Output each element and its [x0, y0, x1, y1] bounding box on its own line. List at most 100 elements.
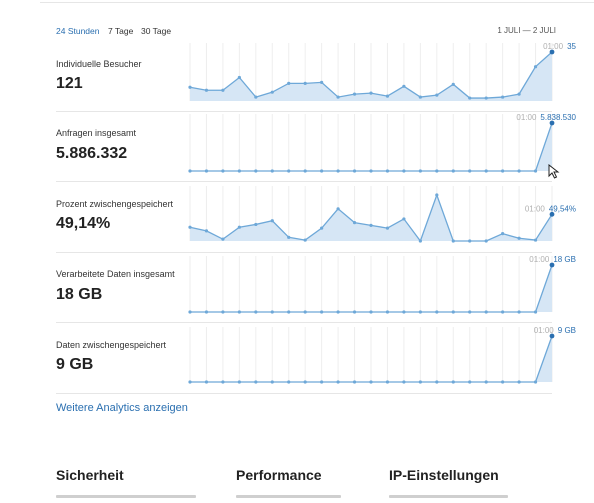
- sparkline-point: [303, 238, 307, 242]
- sparkline-point: [484, 380, 488, 384]
- row-divider: [56, 252, 552, 253]
- sparkline-point: [336, 169, 340, 173]
- more-analytics-link[interactable]: Weitere Analytics anzeigen: [56, 402, 188, 414]
- sparkline-time-label: 01:00: [534, 326, 555, 335]
- sparkline-point: [303, 310, 307, 314]
- sparkline-point: [533, 169, 538, 173]
- sparkline-point: [254, 380, 258, 384]
- sparkline-last-value-label: 5.838.530: [540, 113, 576, 122]
- sparkline-point: [385, 94, 390, 98]
- row-divider: [56, 111, 552, 112]
- sparkline-cached-percent[interactable]: 49,54%01:00: [188, 186, 576, 243]
- sparkline-point: [320, 310, 324, 314]
- sparkline-point: [237, 310, 241, 314]
- sparkline-point: [501, 95, 505, 99]
- sparkline-point: [533, 380, 538, 384]
- sparkline-point: [517, 310, 521, 314]
- sparkline-last-value-label: 35: [567, 42, 576, 51]
- section-heading-performance: Performance: [236, 467, 322, 483]
- sparkline-point: [435, 93, 439, 97]
- sparkline-point: [517, 380, 521, 384]
- sparkline-point: [352, 92, 357, 96]
- tab-24-stunden[interactable]: 24 Stunden: [56, 26, 100, 36]
- sparkline-point: [336, 380, 340, 384]
- sparkline-point: [237, 225, 241, 229]
- sparkline-time-label: 01:00: [525, 204, 546, 213]
- tab-7-tage[interactable]: 7 Tage: [108, 26, 134, 36]
- metric-label-data-cached: Daten zwischengespeichert: [56, 340, 167, 350]
- section-text-ip-settings: [389, 493, 529, 503]
- sparkline-point: [221, 88, 225, 92]
- sparkline-current-point: [549, 211, 555, 217]
- sparkline-point: [484, 169, 488, 173]
- sparkline-point: [352, 310, 357, 314]
- sparkline-point: [501, 310, 505, 314]
- sparkline-point: [402, 84, 406, 88]
- metric-value-requests: 5.886.332: [56, 145, 128, 162]
- sparkline-point: [352, 380, 357, 384]
- sparkline-point: [517, 236, 521, 240]
- sparkline-point: [352, 221, 357, 225]
- top-divider: [40, 2, 594, 3]
- sparkline-point: [501, 169, 505, 173]
- sparkline-point: [501, 232, 505, 236]
- sparkline-point: [204, 310, 209, 314]
- sparkline-point: [435, 193, 439, 197]
- sparkline-point: [352, 169, 357, 173]
- sparkline-point: [451, 239, 455, 243]
- metric-value-visitors: 121: [56, 75, 83, 92]
- sparkline-point: [369, 380, 373, 384]
- sparkline-point: [402, 217, 406, 221]
- sparkline-point: [385, 169, 390, 173]
- sparkline-point: [221, 380, 225, 384]
- sparkline-point: [320, 80, 324, 84]
- sparkline-point: [188, 310, 192, 314]
- mouse-cursor-icon: [548, 164, 560, 179]
- sparkline-point: [385, 226, 390, 230]
- row-divider: [56, 181, 552, 182]
- sparkline-point: [336, 95, 340, 99]
- sparkline-point: [435, 380, 439, 384]
- row-divider: [56, 322, 552, 323]
- sparkline-point: [517, 92, 521, 96]
- sparkline-last-value-label: 49,54%: [549, 204, 576, 213]
- sparkline-point: [303, 81, 307, 85]
- sparkline-point: [237, 380, 241, 384]
- sparkline-point: [188, 225, 192, 229]
- sparkline-point: [287, 235, 291, 239]
- section-heading-ip-settings: IP-Einstellungen: [389, 467, 499, 483]
- sparkline-point: [468, 239, 472, 243]
- sparkline-point: [533, 238, 538, 242]
- sparkline-point: [270, 219, 274, 223]
- sparkline-point: [385, 380, 390, 384]
- sparkline-point: [418, 169, 422, 173]
- sparkline-last-value-label: 9 GB: [558, 326, 576, 335]
- sparkline-point: [369, 169, 373, 173]
- section-text-performance: [236, 493, 376, 503]
- sparkline-point: [320, 380, 324, 384]
- sparkline-point: [254, 222, 258, 227]
- tab-30-tage[interactable]: 30 Tage: [141, 26, 172, 36]
- sparkline-point: [237, 75, 241, 80]
- metric-label-requests: Anfragen insgesamt: [56, 128, 137, 138]
- sparkline-point: [188, 85, 192, 89]
- metric-value-data-served: 18 GB: [56, 286, 103, 303]
- sparkline-point: [369, 91, 373, 95]
- section-heading-security: Sicherheit: [56, 467, 124, 483]
- sparkline-point: [369, 223, 373, 227]
- sparkline-point: [402, 310, 406, 314]
- sparkline-point: [533, 310, 538, 314]
- sparkline-point: [188, 380, 192, 384]
- sparkline-point: [254, 95, 258, 99]
- sparkline-point: [451, 380, 455, 384]
- sparkline-point: [303, 380, 307, 384]
- sparkline-point: [484, 239, 488, 243]
- sparkline-point: [451, 310, 455, 314]
- sparkline-current-point: [549, 262, 555, 268]
- sparkline-point: [320, 169, 324, 173]
